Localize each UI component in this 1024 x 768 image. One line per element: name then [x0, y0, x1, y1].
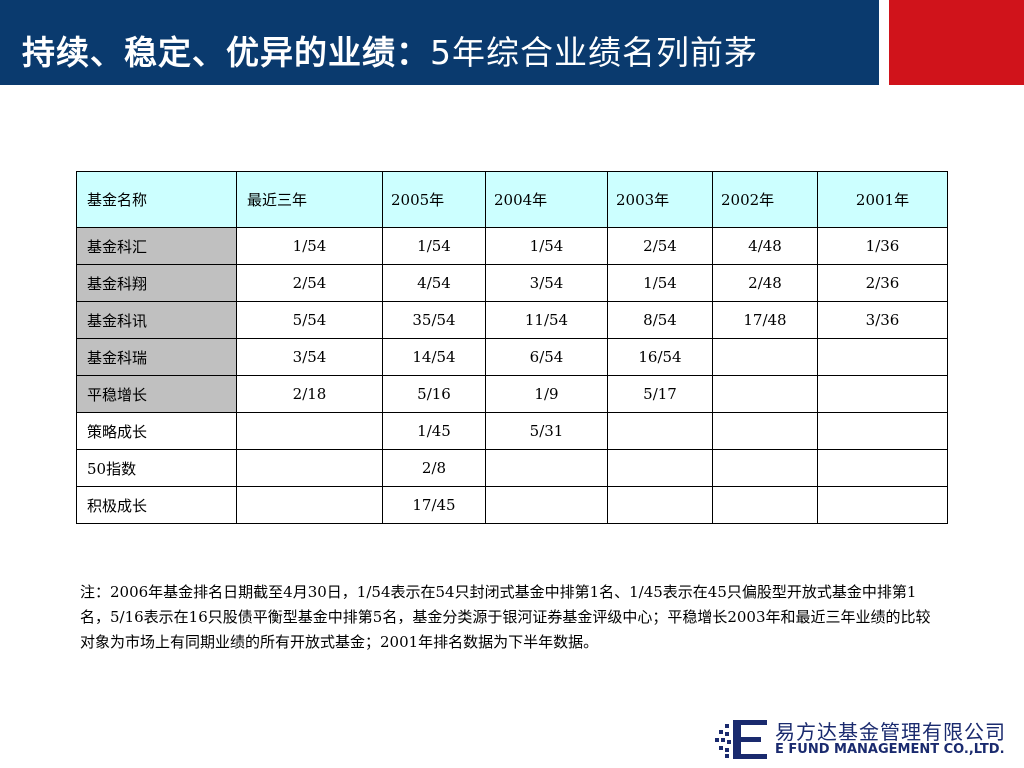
rank-cell: [607, 486, 713, 524]
rank-cell: [485, 486, 608, 524]
rank-cell: 14/54: [382, 338, 486, 376]
rank-cell: 3/54: [485, 264, 608, 302]
footnote: 注：2006年基金排名日期截至4月30日，1/54表示在54只封闭式基金中排第1…: [80, 583, 931, 651]
rank-cell: 3/36: [817, 301, 948, 339]
rank-cell: 2/48: [712, 264, 818, 302]
fund-name-cell: 基金科讯: [76, 301, 237, 339]
page-title-bold: 持续、稳定、优异的业绩：: [22, 33, 430, 72]
rank-cell: 2/54: [236, 264, 383, 302]
rank-cell: 17/48: [712, 301, 818, 339]
rank-cell: 1/54: [485, 227, 608, 265]
table-row: 平稳增长 2/18 5/16 1/9 5/17: [76, 375, 948, 413]
rank-cell: 35/54: [382, 301, 486, 339]
rank-cell: [712, 486, 818, 524]
rank-cell: [712, 412, 818, 450]
header-2003: 2003年: [607, 171, 713, 228]
company-name-cn: 易方达基金管理有限公司: [775, 720, 1006, 744]
rank-cell: 4/48: [712, 227, 818, 265]
rank-cell: [607, 449, 713, 487]
page-title-rest: 5年综合业绩名列前茅: [430, 33, 758, 72]
rank-cell: 2/18: [236, 375, 383, 413]
rank-cell: 5/54: [236, 301, 383, 339]
rank-cell: [236, 412, 383, 450]
company-logo: 易方达基金管理有限公司 E FUND MANAGEMENT CO.,LTD.: [713, 716, 1019, 764]
rank-cell: 4/54: [382, 264, 486, 302]
header-2001: 2001年: [817, 171, 948, 228]
rank-cell: [817, 338, 948, 376]
header-recent-three-years: 最近三年: [236, 171, 383, 228]
table-row: 积极成长 17/45: [76, 486, 948, 524]
table-header-row: 基金名称 最近三年 2005年 2004年 2003年 2002年 2001年: [76, 171, 948, 228]
table-row: 基金科讯 5/54 35/54 11/54 8/54 17/48 3/36: [76, 301, 948, 339]
rank-cell: [817, 486, 948, 524]
rank-cell: 1/54: [607, 264, 713, 302]
rank-cell: [712, 449, 818, 487]
rank-cell: [817, 449, 948, 487]
table-row: 基金科瑞 3/54 14/54 6/54 16/54: [76, 338, 948, 376]
rank-cell: [712, 338, 818, 376]
rank-cell: [712, 375, 818, 413]
fund-name-cell: 基金科瑞: [76, 338, 237, 376]
header-2005: 2005年: [382, 171, 486, 228]
rank-cell: 1/9: [485, 375, 608, 413]
rank-cell: 11/54: [485, 301, 608, 339]
rank-cell: [236, 449, 383, 487]
title-bar: 持续、稳定、优异的业绩：5年综合业绩名列前茅: [0, 0, 879, 85]
table-row: 50指数 2/8: [76, 449, 948, 487]
fund-name-cell: 策略成长: [76, 412, 237, 450]
table-row: 基金科汇 1/54 1/54 1/54 2/54 4/48 1/36: [76, 227, 948, 265]
rank-cell: [485, 449, 608, 487]
rank-cell: [817, 375, 948, 413]
page-title: 持续、稳定、优异的业绩：5年综合业绩名列前茅: [22, 26, 879, 74]
rank-cell: 2/8: [382, 449, 486, 487]
fund-name-cell: 50指数: [76, 449, 237, 487]
rank-cell: 5/31: [485, 412, 608, 450]
rank-cell: 5/17: [607, 375, 713, 413]
rank-cell: 5/16: [382, 375, 486, 413]
fund-name-cell: 基金科翔: [76, 264, 237, 302]
rank-cell: [236, 486, 383, 524]
rank-cell: 2/54: [607, 227, 713, 265]
fund-name-cell: 积极成长: [76, 486, 237, 524]
rank-cell: 17/45: [382, 486, 486, 524]
rank-cell: 1/36: [817, 227, 948, 265]
red-accent-block: [889, 0, 1024, 85]
header-2002: 2002年: [712, 171, 818, 228]
rank-cell: 1/54: [382, 227, 486, 265]
fund-name-cell: 平稳增长: [76, 375, 237, 413]
rank-cell: 16/54: [607, 338, 713, 376]
rank-cell: 3/54: [236, 338, 383, 376]
rank-cell: 8/54: [607, 301, 713, 339]
header-fund-name: 基金名称: [76, 171, 237, 228]
rank-cell: [607, 412, 713, 450]
table-row: 基金科翔 2/54 4/54 3/54 1/54 2/48 2/36: [76, 264, 948, 302]
rank-cell: 2/36: [817, 264, 948, 302]
rank-cell: 6/54: [485, 338, 608, 376]
fund-name-cell: 基金科汇: [76, 227, 237, 265]
rank-cell: [817, 412, 948, 450]
rank-cell: 1/54: [236, 227, 383, 265]
company-name-en: E FUND MANAGEMENT CO.,LTD.: [775, 742, 1005, 757]
rank-cell: 1/45: [382, 412, 486, 450]
table-row: 策略成长 1/45 5/31: [76, 412, 948, 450]
fund-ranking-table: 基金名称 最近三年 2005年 2004年 2003年 2002年 2001年 …: [76, 171, 948, 524]
header-2004: 2004年: [485, 171, 608, 228]
efund-logo-icon: [715, 720, 767, 759]
